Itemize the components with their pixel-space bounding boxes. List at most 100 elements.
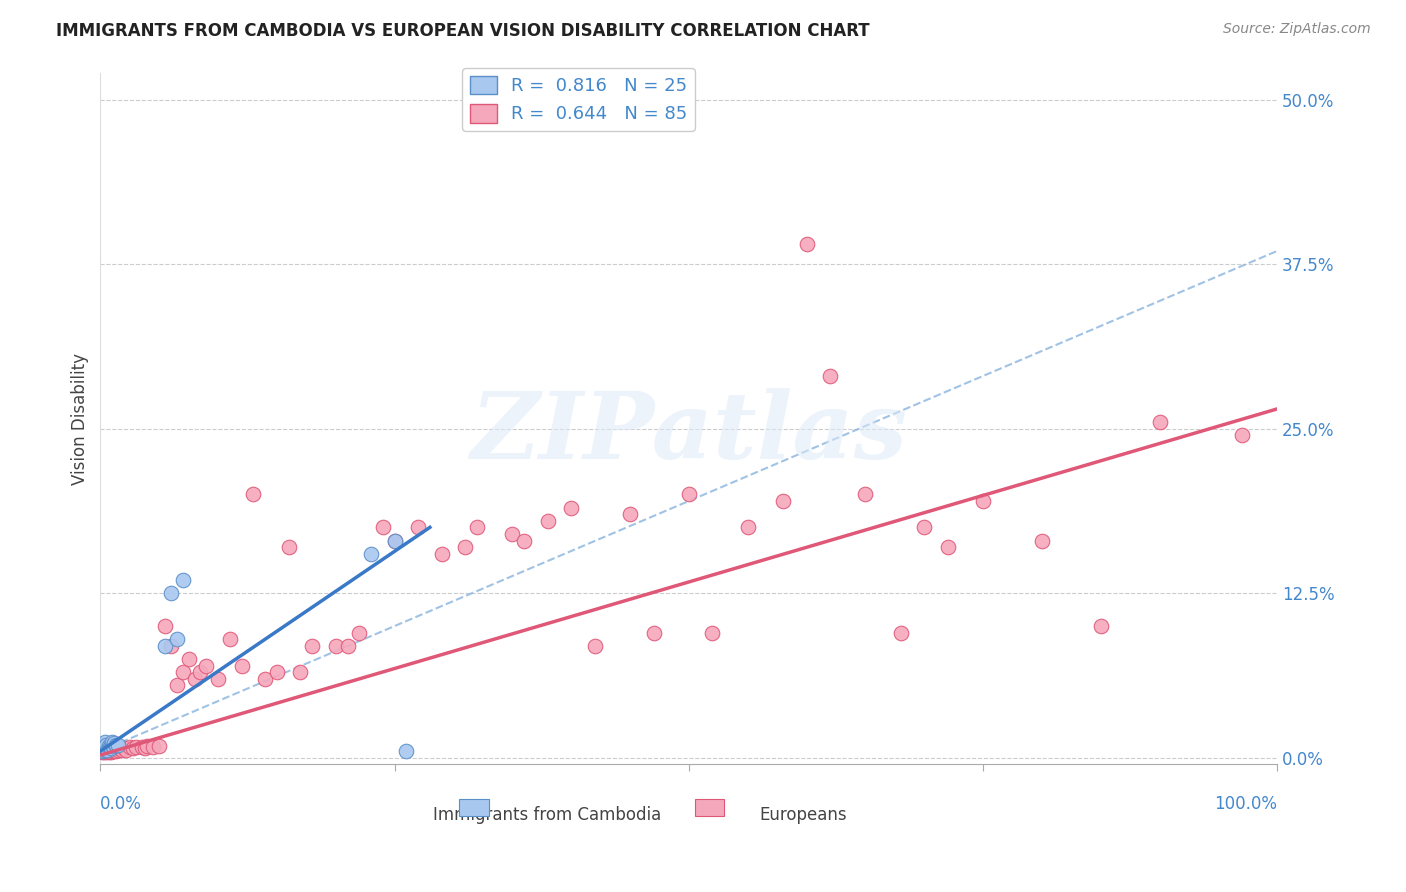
FancyBboxPatch shape bbox=[695, 799, 724, 816]
Point bbox=[172, 665, 194, 680]
Point bbox=[207, 672, 229, 686]
Point bbox=[91, 740, 114, 755]
Point bbox=[360, 547, 382, 561]
Point bbox=[166, 632, 188, 647]
Text: ZIPatlas: ZIPatlas bbox=[471, 387, 907, 477]
Point bbox=[501, 527, 523, 541]
Point bbox=[101, 735, 124, 749]
Point bbox=[124, 740, 146, 755]
Point bbox=[104, 738, 127, 752]
Point bbox=[166, 678, 188, 692]
Point bbox=[513, 533, 536, 548]
Point bbox=[97, 739, 120, 753]
Point bbox=[290, 665, 312, 680]
Point bbox=[103, 736, 125, 750]
Point bbox=[108, 741, 131, 756]
Point bbox=[91, 740, 114, 755]
Point bbox=[1031, 533, 1053, 548]
Point bbox=[90, 744, 112, 758]
Point bbox=[737, 520, 759, 534]
Point bbox=[406, 520, 429, 534]
Point bbox=[678, 487, 700, 501]
Point bbox=[101, 738, 124, 752]
Point bbox=[148, 739, 170, 753]
Point bbox=[94, 744, 117, 758]
Point bbox=[384, 533, 406, 548]
Point bbox=[218, 632, 240, 647]
Point bbox=[619, 507, 641, 521]
Point bbox=[643, 625, 665, 640]
Point bbox=[131, 740, 153, 755]
Point bbox=[153, 639, 176, 653]
Point bbox=[107, 743, 129, 757]
Point bbox=[325, 639, 347, 653]
Point bbox=[349, 625, 371, 640]
Point bbox=[101, 741, 124, 756]
Point bbox=[115, 743, 138, 757]
Point bbox=[96, 743, 118, 757]
Point bbox=[266, 665, 288, 680]
Point bbox=[90, 741, 112, 756]
Text: 100.0%: 100.0% bbox=[1215, 796, 1277, 814]
Point bbox=[100, 743, 122, 757]
Point bbox=[122, 741, 145, 756]
Point bbox=[177, 652, 200, 666]
Point bbox=[98, 740, 121, 755]
Point bbox=[93, 743, 115, 757]
Point bbox=[105, 741, 128, 756]
Point bbox=[772, 494, 794, 508]
Point bbox=[430, 547, 453, 561]
Point bbox=[890, 625, 912, 640]
Point bbox=[136, 739, 159, 753]
Point bbox=[384, 533, 406, 548]
Point bbox=[93, 743, 115, 757]
Point bbox=[242, 487, 264, 501]
Point bbox=[1230, 428, 1253, 442]
Point bbox=[536, 514, 558, 528]
Point bbox=[183, 672, 205, 686]
Point bbox=[972, 494, 994, 508]
Point bbox=[702, 625, 724, 640]
Point bbox=[103, 744, 125, 758]
Point bbox=[100, 741, 122, 756]
Point bbox=[97, 746, 120, 760]
Point bbox=[94, 735, 117, 749]
Point bbox=[96, 740, 118, 755]
Point bbox=[118, 740, 141, 755]
Point bbox=[98, 741, 121, 756]
Text: Source: ZipAtlas.com: Source: ZipAtlas.com bbox=[1223, 22, 1371, 37]
Point bbox=[96, 743, 118, 757]
Point bbox=[94, 741, 117, 756]
Point bbox=[153, 619, 176, 633]
Point bbox=[277, 540, 299, 554]
Text: 0.0%: 0.0% bbox=[100, 796, 142, 814]
Point bbox=[560, 500, 582, 515]
Point bbox=[936, 540, 959, 554]
Point bbox=[454, 540, 477, 554]
Legend: R =  0.816   N = 25, R =  0.644   N = 85: R = 0.816 N = 25, R = 0.644 N = 85 bbox=[463, 69, 695, 130]
Point bbox=[395, 744, 418, 758]
Point bbox=[104, 744, 127, 758]
Point bbox=[142, 740, 165, 755]
Point bbox=[172, 573, 194, 587]
Point bbox=[336, 639, 359, 653]
Point bbox=[101, 744, 124, 758]
Point bbox=[103, 743, 125, 757]
Point bbox=[134, 741, 156, 756]
Point bbox=[96, 738, 118, 752]
Point bbox=[301, 639, 323, 653]
Text: Immigrants from Cambodia: Immigrants from Cambodia bbox=[433, 805, 662, 823]
Point bbox=[107, 738, 129, 752]
Point bbox=[98, 744, 121, 758]
Point bbox=[96, 741, 118, 756]
Point bbox=[853, 487, 876, 501]
Text: Europeans: Europeans bbox=[759, 805, 846, 823]
Point bbox=[465, 520, 488, 534]
Point bbox=[110, 743, 132, 757]
Point bbox=[96, 746, 118, 760]
Point bbox=[371, 520, 394, 534]
Y-axis label: Vision Disability: Vision Disability bbox=[72, 352, 89, 484]
Point bbox=[195, 658, 218, 673]
Point bbox=[112, 741, 135, 756]
Point bbox=[583, 639, 606, 653]
